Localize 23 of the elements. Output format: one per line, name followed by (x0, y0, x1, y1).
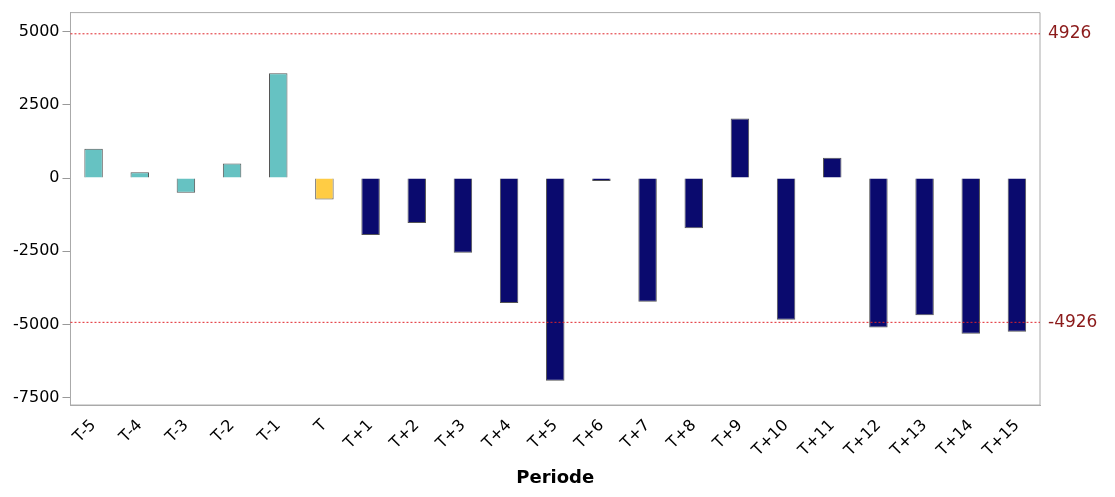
x-tick-label: T-2 (206, 415, 238, 447)
x-tick-label: T+6 (569, 415, 608, 453)
ref-line-label: 4926 (1048, 22, 1092, 43)
y-tick-label: -7500 (12, 386, 60, 406)
y-tick-label: 2500 (18, 94, 60, 114)
x-tick-label: T+5 (523, 415, 562, 453)
ref-line-label: -4926 (1048, 310, 1098, 331)
y-tick-label: 5000 (18, 20, 60, 40)
y-tick-label: -5000 (12, 313, 60, 333)
x-tick-label: T+8 (661, 415, 700, 453)
x-tick-label: T+4 (477, 415, 515, 453)
x-tick-label: T+3 (430, 415, 469, 453)
x-tick-label: T+9 (707, 415, 746, 453)
x-tick-label: T+2 (384, 415, 423, 453)
x-axis-title: Periode (516, 465, 595, 487)
x-tick-label: T-4 (114, 415, 146, 447)
x-tick-label: T-5 (68, 415, 100, 447)
x-tick-label: T (309, 415, 331, 437)
x-tick-label: T-1 (252, 415, 285, 447)
x-tick-label: T+1 (338, 415, 377, 453)
y-tick-label: 0 (49, 167, 60, 187)
x-tick-label: T-3 (160, 415, 192, 447)
y-tick-label: -2500 (12, 240, 60, 260)
